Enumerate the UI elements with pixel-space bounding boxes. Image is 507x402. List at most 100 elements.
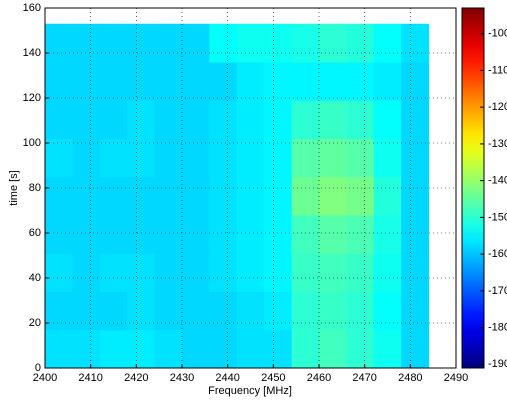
heatmap-cell: [373, 291, 402, 331]
heatmap-cell: [291, 138, 320, 178]
heatmap-cell: [264, 291, 293, 331]
heatmap-cell: [99, 100, 128, 139]
heatmap-cell: [373, 215, 402, 254]
heatmap-cell: [72, 253, 101, 292]
heatmap-cell: [182, 100, 210, 139]
heatmap-cell: [209, 215, 238, 254]
heatmap-cell: [264, 62, 293, 101]
heatmap-cell: [346, 176, 375, 216]
heatmap-cell: [182, 138, 210, 178]
colorbar-tick-label: -110: [488, 64, 507, 76]
y-tick-label: 140: [23, 47, 41, 59]
heatmap-cell: [99, 62, 128, 101]
heatmap-cell: [99, 329, 128, 369]
heatmap-cell: [127, 138, 156, 178]
heatmap-cell: [236, 291, 265, 331]
heatmap-cell: [291, 23, 320, 63]
heatmap-cell: [291, 176, 320, 216]
heatmap-cell: [264, 329, 293, 369]
heatmap-cell: [45, 253, 73, 292]
colorbar-tick-label: -140: [488, 175, 507, 187]
heatmap-cell: [401, 100, 430, 139]
heatmap-cell: [45, 62, 73, 101]
heatmap-cell: [236, 100, 265, 139]
heatmap-cell: [319, 291, 347, 331]
heatmap-cell: [154, 329, 183, 369]
heatmap-cell: [127, 253, 156, 292]
heatmap-cell: [236, 138, 265, 178]
y-tick-label: 0: [35, 362, 41, 374]
heatmap-cell: [401, 23, 430, 63]
colorbar-tick-label: -100: [488, 28, 507, 40]
heatmap-cell: [401, 138, 430, 178]
heatmap-cell: [291, 62, 320, 101]
heatmap-cell: [291, 100, 320, 139]
heatmap-cell: [154, 215, 183, 254]
heatmap-cell: [236, 176, 265, 216]
heatmap-cell: [319, 138, 347, 178]
y-tick-label: 60: [29, 227, 41, 239]
heatmap-cell: [373, 176, 402, 216]
heatmap-cell: [401, 215, 430, 254]
heatmap-cell: [264, 23, 293, 63]
heatmap-cell: [401, 329, 430, 369]
heatmap-cell: [264, 138, 293, 178]
heatmap-cell: [72, 23, 101, 63]
heatmap-cell: [99, 176, 128, 216]
heatmap-cell: [346, 138, 375, 178]
plot-frame: [44, 7, 457, 369]
heatmap-cell: [319, 23, 347, 63]
heatmap-cell: [209, 176, 238, 216]
heatmap-cell: [373, 253, 402, 292]
heatmap-cell: [154, 138, 183, 178]
heatmap-cell: [319, 329, 347, 369]
heatmap-cell: [373, 138, 402, 178]
heatmap-cell: [401, 176, 430, 216]
heatmap-cell: [401, 62, 430, 101]
heatmap-cell: [154, 291, 183, 331]
heatmap-cell: [236, 253, 265, 292]
heatmap-cell: [182, 23, 210, 63]
heatmap-cell: [264, 253, 293, 292]
heatmap-cell: [154, 253, 183, 292]
x-tick-label: 2480: [398, 372, 422, 384]
y-tick-label: 80: [29, 182, 41, 194]
heatmap-cell: [45, 23, 73, 63]
heatmap-cell: [127, 176, 156, 216]
heatmap-cell: [182, 215, 210, 254]
heatmap-cell: [72, 62, 101, 101]
heatmap-cell: [154, 176, 183, 216]
heatmap-cell: [99, 138, 128, 178]
colorbar-tick-label: -130: [488, 138, 507, 150]
heatmap-cell: [72, 138, 101, 178]
heatmap-cell: [72, 291, 101, 331]
x-tick-label: 2420: [124, 372, 148, 384]
x-tick-label: 2410: [78, 372, 102, 384]
heatmap-cell: [45, 176, 73, 216]
x-tick-label: 2490: [444, 372, 468, 384]
heatmap-cell: [401, 253, 430, 292]
heatmap-cell: [127, 62, 156, 101]
heatmap-cell: [209, 100, 238, 139]
heatmap-cell: [72, 176, 101, 216]
heatmap-cell: [99, 215, 128, 254]
heatmap-cell: [373, 62, 402, 101]
heatmap-cell: [45, 138, 73, 178]
heatmap-cell: [264, 100, 293, 139]
heatmap-cell: [291, 215, 320, 254]
heatmap-cell: [209, 253, 238, 292]
heatmap-cell: [154, 23, 183, 63]
heatmap-cell: [373, 100, 402, 139]
heatmap-cell: [45, 291, 73, 331]
x-axis-label: Frequency [MHz]: [208, 385, 292, 397]
colorbar-tick-label: -180: [488, 321, 507, 333]
y-tick-label: 120: [23, 92, 41, 104]
heatmap-cell: [99, 23, 128, 63]
heatmap-cell: [127, 215, 156, 254]
heatmap-cell: [127, 100, 156, 139]
heatmap-cell: [346, 23, 375, 63]
colorbar-tick-label: -120: [488, 101, 507, 113]
colorbar-tick-label: -170: [488, 285, 507, 297]
x-tick-label: 2450: [261, 372, 285, 384]
